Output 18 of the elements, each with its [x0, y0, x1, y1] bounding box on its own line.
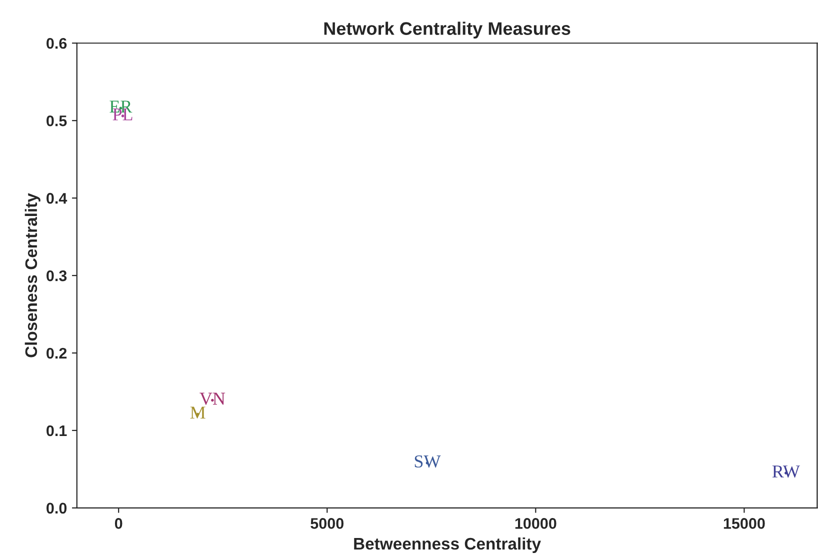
x-tick-label: 10000 [515, 518, 556, 529]
y-tick-label: 0.2 [46, 348, 67, 359]
x-tick-label: 0 [114, 518, 122, 529]
y-tick-label: 0.3 [46, 270, 67, 282]
x-axis-title: Betweenness Centrality [354, 537, 541, 553]
chart-title: Network Centrality Measures [324, 22, 570, 39]
series-label: M [190, 406, 206, 419]
series-label: VN [200, 392, 226, 405]
y-tick-label: 0.1 [46, 425, 67, 436]
series-label: SW [414, 455, 441, 468]
y-tick-label: 0.4 [46, 192, 68, 204]
y-tick-label: 0.0 [46, 502, 67, 514]
x-tick-label: 15000 [724, 518, 765, 529]
y-tick-label: 0.5 [46, 115, 67, 126]
y-tick-label: 0.6 [46, 38, 67, 49]
series-label: RW [772, 466, 800, 478]
y-axis-title: Closeness Centrality [24, 193, 40, 358]
x-tick-label: 5000 [310, 518, 344, 529]
